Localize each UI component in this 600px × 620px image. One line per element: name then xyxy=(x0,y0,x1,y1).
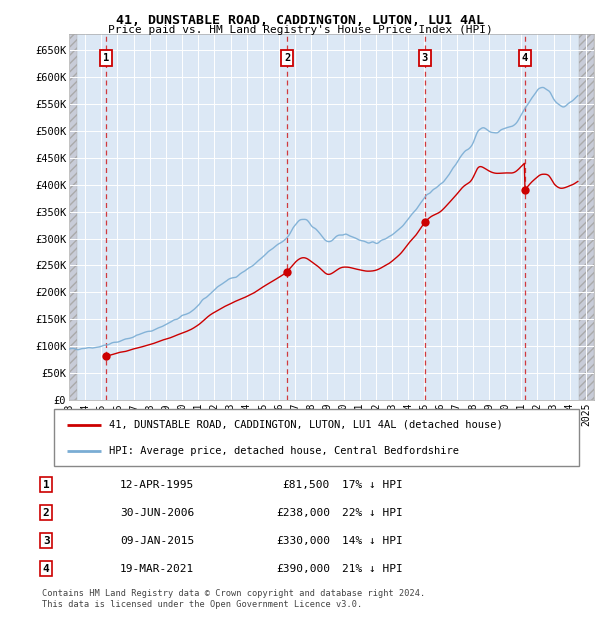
Text: 1: 1 xyxy=(43,480,50,490)
Text: £330,000: £330,000 xyxy=(276,536,330,546)
Text: £390,000: £390,000 xyxy=(276,564,330,574)
Text: 2: 2 xyxy=(284,53,290,63)
Text: HPI: Average price, detached house, Central Bedfordshire: HPI: Average price, detached house, Cent… xyxy=(109,446,459,456)
Text: 4: 4 xyxy=(43,564,50,574)
Text: 22% ↓ HPI: 22% ↓ HPI xyxy=(342,508,403,518)
Text: 1: 1 xyxy=(103,53,109,63)
Text: 2: 2 xyxy=(43,508,50,518)
Text: 21% ↓ HPI: 21% ↓ HPI xyxy=(342,564,403,574)
Text: Price paid vs. HM Land Registry's House Price Index (HPI): Price paid vs. HM Land Registry's House … xyxy=(107,25,493,35)
Text: 3: 3 xyxy=(422,53,428,63)
Text: 19-MAR-2021: 19-MAR-2021 xyxy=(120,564,194,574)
Text: 4: 4 xyxy=(521,53,528,63)
Text: 12-APR-1995: 12-APR-1995 xyxy=(120,480,194,490)
Text: 30-JUN-2006: 30-JUN-2006 xyxy=(120,508,194,518)
Text: 41, DUNSTABLE ROAD, CADDINGTON, LUTON, LU1 4AL (detached house): 41, DUNSTABLE ROAD, CADDINGTON, LUTON, L… xyxy=(109,420,503,430)
Text: 3: 3 xyxy=(43,536,50,546)
Text: 14% ↓ HPI: 14% ↓ HPI xyxy=(342,536,403,546)
Text: 17% ↓ HPI: 17% ↓ HPI xyxy=(342,480,403,490)
Text: £81,500: £81,500 xyxy=(283,480,330,490)
Text: 09-JAN-2015: 09-JAN-2015 xyxy=(120,536,194,546)
Text: £238,000: £238,000 xyxy=(276,508,330,518)
Text: 41, DUNSTABLE ROAD, CADDINGTON, LUTON, LU1 4AL: 41, DUNSTABLE ROAD, CADDINGTON, LUTON, L… xyxy=(116,14,484,27)
Text: This data is licensed under the Open Government Licence v3.0.: This data is licensed under the Open Gov… xyxy=(42,600,362,609)
Text: Contains HM Land Registry data © Crown copyright and database right 2024.: Contains HM Land Registry data © Crown c… xyxy=(42,588,425,598)
FancyBboxPatch shape xyxy=(54,409,579,466)
